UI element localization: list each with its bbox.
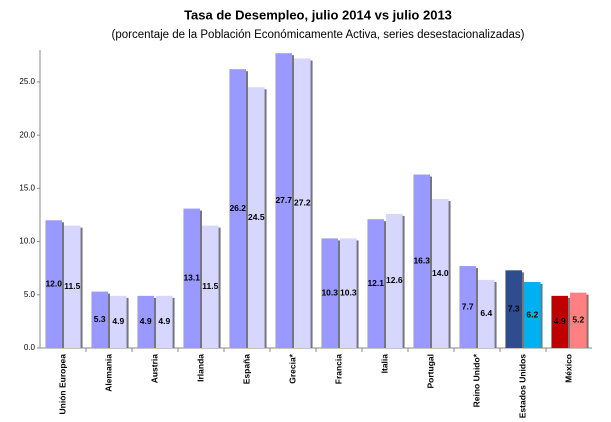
value-label: 12.6 xyxy=(386,275,403,285)
y-tick-label: 10.0 xyxy=(19,237,35,246)
x-tick-label: Irlanda xyxy=(195,354,205,382)
value-label: 4.9 xyxy=(112,316,124,326)
value-label: 7.7 xyxy=(462,301,474,311)
value-label: 24.5 xyxy=(248,212,265,222)
chart-subtitle: (porcentaje de la Población Económicamen… xyxy=(112,29,525,41)
x-tick-label: España xyxy=(241,354,251,385)
value-label: 4.9 xyxy=(140,316,152,326)
y-tick-label: 0.0 xyxy=(24,343,36,352)
x-tick-label: Grecia* xyxy=(287,353,297,383)
x-tick-label: Portugal xyxy=(425,354,435,388)
x-tick-label: Unión Europea xyxy=(57,354,67,415)
value-label: 26.2 xyxy=(229,203,246,213)
y-tick-label: 5.0 xyxy=(24,290,36,299)
x-tick-label: Estados Unidos xyxy=(517,354,527,419)
bar xyxy=(248,87,265,348)
value-label: 16.3 xyxy=(413,256,430,266)
x-tick-label: México xyxy=(563,354,573,383)
value-label: 5.3 xyxy=(94,314,106,324)
bar xyxy=(91,291,108,348)
value-label: 14.0 xyxy=(432,268,449,278)
bar xyxy=(110,295,127,348)
value-label: 7.3 xyxy=(508,303,520,313)
value-label: 11.5 xyxy=(64,281,80,291)
value-label: 10.3 xyxy=(321,287,338,297)
bar xyxy=(229,69,246,349)
bar xyxy=(45,220,62,348)
x-tick-label: Francia xyxy=(333,354,343,385)
bar xyxy=(202,225,219,348)
value-label: 27.7 xyxy=(275,195,292,205)
bar xyxy=(386,213,403,348)
value-label: 4.9 xyxy=(158,316,170,326)
bar xyxy=(478,279,495,348)
y-tick-label: 15.0 xyxy=(19,183,35,192)
value-label: 12.1 xyxy=(367,278,384,288)
value-label: 27.2 xyxy=(294,198,311,208)
bar xyxy=(524,282,541,348)
y-tick-label: 25.0 xyxy=(19,77,35,86)
x-tick-label: Italia xyxy=(379,354,389,374)
value-label: 13.1 xyxy=(183,273,200,283)
bar xyxy=(459,266,476,348)
value-label: 11.5 xyxy=(202,281,218,291)
y-tick-label: 20.0 xyxy=(19,130,35,139)
value-label: 6.4 xyxy=(480,308,492,318)
value-label: 5.2 xyxy=(572,315,584,325)
bar xyxy=(64,225,81,348)
chart-title: Tasa de Desempleo, julio 2014 vs julio 2… xyxy=(184,7,452,22)
x-tick-label: Austria xyxy=(149,354,159,384)
bar xyxy=(275,53,292,348)
bar xyxy=(432,199,449,348)
bar xyxy=(183,208,200,348)
value-label: 12.0 xyxy=(45,278,62,288)
bar xyxy=(505,270,522,348)
bar xyxy=(321,238,338,348)
bar xyxy=(413,174,430,348)
value-label: 4.9 xyxy=(554,316,566,326)
value-label: 6.2 xyxy=(526,309,538,319)
bar xyxy=(156,295,173,348)
bar xyxy=(551,295,568,348)
bar xyxy=(570,292,587,348)
x-tick-label: Reino Unido* xyxy=(471,353,481,407)
bar xyxy=(340,238,357,348)
bar xyxy=(294,58,311,349)
bar xyxy=(137,295,154,348)
value-label: 10.3 xyxy=(340,287,357,297)
bar xyxy=(367,219,384,348)
x-tick-label: Alemania xyxy=(103,354,113,392)
